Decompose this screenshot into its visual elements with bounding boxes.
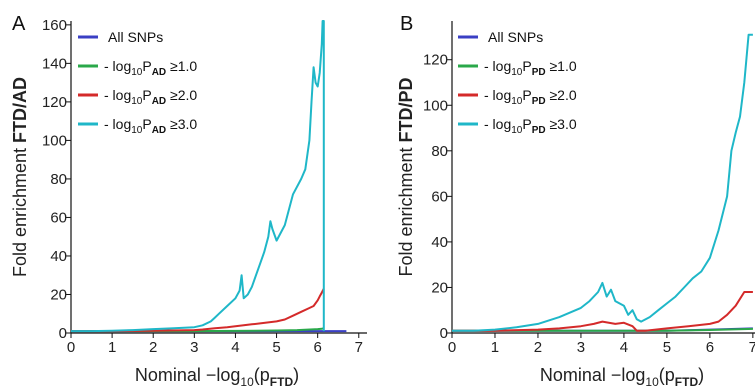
x-tick-label: 5 bbox=[272, 339, 280, 356]
series-line-4 bbox=[452, 33, 753, 332]
x-tick-label: 5 bbox=[663, 339, 671, 356]
series-line-4 bbox=[71, 20, 325, 333]
legend: All SNPs - log10PAD ≥1.0 - log10PAD ≥2.0 - … bbox=[78, 29, 197, 136]
y-tick-label: 0 bbox=[440, 325, 448, 342]
y-tick-label: 100 bbox=[423, 97, 448, 114]
legend-label-2: - log10PAD ≥1.0 bbox=[104, 58, 197, 78]
y-tick-label: 20 bbox=[50, 286, 67, 303]
x-tick-label: 0 bbox=[448, 339, 456, 356]
x-tick-label: 7 bbox=[749, 339, 755, 356]
x-tick-label: 4 bbox=[620, 339, 628, 356]
y-tick-label: 80 bbox=[50, 171, 67, 188]
legend-label-1: All SNPs bbox=[108, 29, 163, 45]
y-tick-label: 80 bbox=[431, 143, 448, 160]
x-tick-label: 2 bbox=[534, 339, 542, 356]
legend-label-4: - log10PAD ≥3.0 bbox=[104, 116, 197, 136]
legend-label-3: - log10PPD ≥2.0 bbox=[484, 87, 577, 107]
legend-label-3: - log10PAD ≥2.0 bbox=[104, 87, 197, 107]
y-tick-label: 0 bbox=[59, 325, 67, 342]
y-tick-label: 140 bbox=[42, 55, 67, 72]
x-tick-label: 7 bbox=[355, 339, 363, 356]
x-tick-label: 0 bbox=[67, 339, 75, 356]
x-tick-label: 1 bbox=[108, 339, 116, 356]
panel-a: A 0 1 2 3 4 5 6 7 0 20 40 60 80 100 120 140 160 All SNPs - … bbox=[10, 13, 367, 389]
series-line-3 bbox=[71, 288, 325, 333]
y-tick-label: 120 bbox=[42, 94, 67, 111]
x-tick-label: 6 bbox=[706, 339, 714, 356]
panel-b: B 0 1 2 3 4 5 6 7 0 20 40 60 80 100 120 All SNPs - log10P… bbox=[396, 13, 755, 389]
y-tick-label: 40 bbox=[50, 248, 67, 265]
x-axis-title: Nominal −log10(pFTD) bbox=[135, 365, 299, 389]
x-tick-label: 4 bbox=[231, 339, 239, 356]
x-tick-label: 3 bbox=[577, 339, 585, 356]
x-tick-label: 2 bbox=[149, 339, 157, 356]
series-line-3 bbox=[452, 291, 753, 332]
y-tick-label: 60 bbox=[50, 209, 67, 226]
y-tick-label: 100 bbox=[42, 132, 67, 149]
legend-label-4: - log10PPD ≥3.0 bbox=[484, 116, 577, 136]
y-axis-title: Fold enrichment FTD/AD bbox=[10, 77, 30, 277]
y-axis-title: Fold enrichment FTD/PD bbox=[396, 77, 416, 276]
legend-label-2: - log10PPD ≥1.0 bbox=[484, 58, 577, 78]
x-axis-title: Nominal −log10(pFTD) bbox=[540, 365, 704, 389]
x-tick-label: 1 bbox=[491, 339, 499, 356]
y-tick-label: 60 bbox=[431, 188, 448, 205]
panel-letter: B bbox=[400, 13, 413, 35]
y-tick-label: 20 bbox=[431, 279, 448, 296]
y-tick-label: 160 bbox=[42, 17, 67, 34]
y-tick-label: 40 bbox=[431, 234, 448, 251]
legend: All SNPs - log10PPD ≥1.0 - log10PPD ≥2.0 - … bbox=[458, 29, 577, 136]
x-tick-label: 3 bbox=[190, 339, 198, 356]
legend-label-1: All SNPs bbox=[488, 29, 543, 45]
y-tick-label: 120 bbox=[423, 52, 448, 69]
x-tick-label: 6 bbox=[313, 339, 321, 356]
panel-letter: A bbox=[12, 13, 26, 35]
